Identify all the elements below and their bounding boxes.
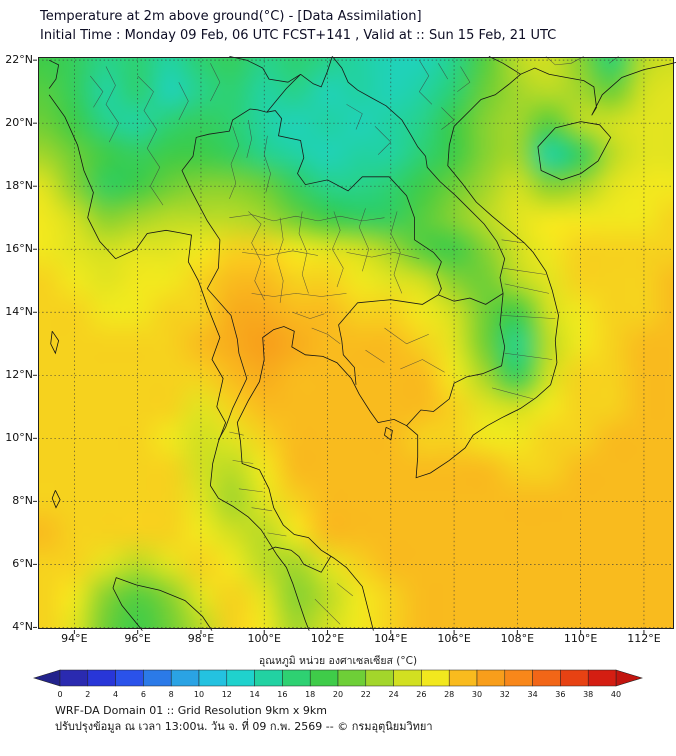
colorbar-arrow-right — [615, 669, 644, 687]
map-frame — [38, 57, 674, 629]
footer-update-line: ปรับปรุงข้อมูล ณ เวลา 13:00น. วัน จ. ที่… — [55, 720, 433, 733]
lon-tick-label: 106°E — [437, 632, 471, 645]
lat-tick-label: 12°N — [5, 368, 33, 382]
svg-text:36: 36 — [555, 690, 565, 699]
lat-tick-label: 4°N — [12, 620, 33, 634]
colorbar-tick-labels: 0 2 4 6 8 10 12 14 16 18 20 22 24 26 28 30 32 34 36 38 40 — [57, 690, 621, 699]
colorbar-title: อุณหภูมิ หน่วย องศาเซลเซียส (°C) — [258, 655, 418, 667]
colorbar-arrow-left — [32, 669, 61, 687]
svg-text:10: 10 — [194, 690, 204, 699]
latitude-axis: 4°N 6°N 8°N 10°N 12°N 14°N 16°N 18°N 20°N 22°N — [0, 0, 36, 645]
svg-text:14: 14 — [250, 690, 260, 699]
lat-tick-label: 18°N — [5, 179, 33, 193]
svg-text:6: 6 — [141, 690, 146, 699]
lon-tick-label: 102°E — [310, 632, 345, 645]
province-borders — [89, 56, 619, 625]
lon-tick-label: 112°E — [627, 632, 661, 645]
colorbar-cells — [59, 669, 617, 687]
lat-tick-label: 10°N — [5, 431, 33, 445]
lon-tick-label: 96°E — [124, 632, 151, 645]
svg-text:38: 38 — [583, 690, 593, 699]
lon-tick-label: 98°E — [187, 632, 215, 645]
svg-text:24: 24 — [389, 690, 399, 699]
svg-text:22: 22 — [361, 690, 371, 699]
svg-text:34: 34 — [528, 690, 538, 699]
country-borders — [48, 56, 521, 573]
lon-tick-label: 104°E — [374, 632, 408, 645]
lat-tick-label: 22°N — [5, 53, 33, 67]
svg-text:2: 2 — [85, 690, 90, 699]
svg-text:0: 0 — [57, 690, 62, 699]
svg-text:18: 18 — [305, 690, 315, 699]
header: Temperature at 2m above ground(°C) - [Da… — [40, 7, 556, 45]
chart-title: Temperature at 2m above ground(°C) - [Da… — [40, 9, 422, 24]
svg-text:26: 26 — [416, 690, 426, 699]
footer-domain-line: WRF-DA Domain 01 :: Grid Resolution 9km … — [55, 704, 327, 717]
longitude-axis: 94°E 96°E 98°E 100°E 102°E 104°E 106°E 108°E 110… — [38, 632, 674, 646]
lat-tick-label: 14°N — [5, 305, 33, 319]
lat-tick-label: 16°N — [5, 242, 33, 256]
svg-text:8: 8 — [169, 690, 174, 699]
lon-tick-label: 108°E — [500, 632, 535, 645]
lat-tick-label: 8°N — [12, 494, 33, 508]
svg-text:4: 4 — [113, 690, 118, 699]
lon-tick-label: 110°E — [563, 632, 598, 645]
svg-text:40: 40 — [611, 690, 621, 699]
svg-text:30: 30 — [472, 690, 482, 699]
lon-tick-label: 94°E — [61, 632, 88, 645]
svg-text:28: 28 — [444, 690, 454, 699]
axis-ticks — [33, 59, 645, 634]
svg-text:12: 12 — [222, 690, 232, 699]
footer: WRF-DA Domain 01 :: Grid Resolution 9km … — [55, 703, 433, 735]
coastlines — [48, 62, 676, 631]
svg-text:16: 16 — [277, 690, 287, 699]
map-plot — [33, 56, 676, 634]
temperature-heatmap — [38, 57, 674, 629]
svg-text:32: 32 — [500, 690, 510, 699]
lat-tick-label: 20°N — [5, 116, 33, 130]
map-overlay — [33, 56, 676, 634]
svg-text:20: 20 — [333, 690, 343, 699]
lat-tick-label: 6°N — [12, 557, 33, 571]
chart-subtitle: Initial Time : Monday 09 Feb, 06 UTC FCS… — [40, 28, 557, 43]
grid-lines — [38, 57, 674, 629]
colorbar: 0 2 4 6 8 10 12 14 16 18 20 22 24 26 28 30 32 34 36 38 40 — [32, 669, 644, 699]
lon-tick-label: 100°E — [247, 632, 281, 645]
